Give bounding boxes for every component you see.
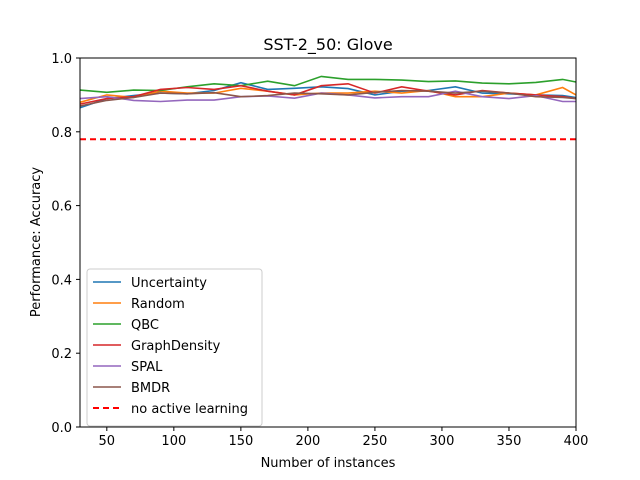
legend-label: Random xyxy=(131,297,185,312)
legend-label: GraphDensity xyxy=(131,339,221,354)
y-tick-label: 1.0 xyxy=(51,52,72,67)
x-tick-label: 250 xyxy=(363,434,388,449)
x-tick-label: 300 xyxy=(430,434,455,449)
x-tick-label: 100 xyxy=(161,434,186,449)
series-line-0 xyxy=(79,81,577,109)
series-line-2 xyxy=(79,75,577,94)
series-line-5 xyxy=(79,89,577,107)
series-line-1 xyxy=(79,86,577,104)
x-tick-label: 400 xyxy=(564,434,589,449)
legend-label: QBC xyxy=(131,318,159,333)
series-layer xyxy=(79,75,577,141)
x-tick-label: 350 xyxy=(497,434,522,449)
x-tick-label: 200 xyxy=(295,434,320,449)
legend-label: no active learning xyxy=(131,402,248,417)
x-axis-label: Number of instances xyxy=(261,456,396,471)
y-axis-label: Performance: Accuracy xyxy=(29,167,44,318)
y-tick-label: 0.4 xyxy=(51,273,72,288)
legend-label: Uncertainty xyxy=(131,276,207,291)
y-axis: 0.0 0.2 0.4 0.6 0.8 1.0 xyxy=(51,52,80,436)
legend-box xyxy=(86,268,263,427)
x-axis: 50 100 150 200 250 300 350 400 xyxy=(99,427,589,449)
x-tick-label: 50 xyxy=(99,434,116,449)
y-tick-label: 0.8 xyxy=(51,126,72,141)
y-tick-label: 0.6 xyxy=(51,200,72,215)
y-tick-label: 0.2 xyxy=(51,347,72,362)
plot-frame xyxy=(79,57,577,428)
legend-label: BMDR xyxy=(131,381,170,396)
x-tick-label: 150 xyxy=(228,434,253,449)
legend-label: SPAL xyxy=(131,360,163,375)
y-tick-label: 0.0 xyxy=(51,421,72,436)
chart-title: SST-2_50: Glove xyxy=(263,35,392,55)
legend: Uncertainty Random QBC GraphDensity SPAL BMDR… xyxy=(86,268,263,427)
